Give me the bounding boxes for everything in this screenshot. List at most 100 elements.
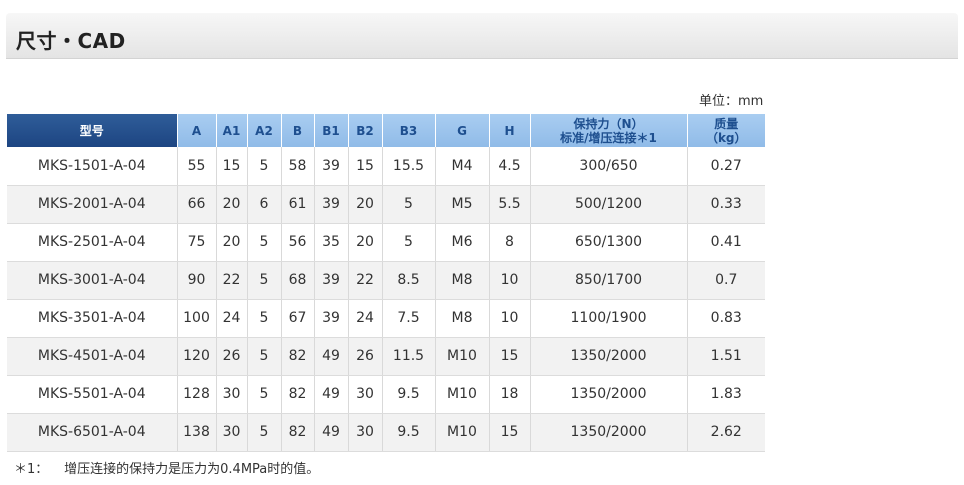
cell-b2: 30 xyxy=(348,413,383,452)
header-a1: A1 xyxy=(216,114,248,147)
cell-h: 8 xyxy=(489,223,531,262)
header-b1: B1 xyxy=(314,114,349,147)
cell-model: MKS-4501-A-04 xyxy=(7,337,178,376)
cell-b1: 49 xyxy=(314,337,349,376)
footnote-mark: ＊1： xyxy=(14,462,49,477)
cell-b1: 35 xyxy=(314,223,349,262)
table-row: MKS-4501-A-04 120 26 5 82 49 26 11.5 M10… xyxy=(7,337,765,376)
header-b3: B3 xyxy=(382,114,436,147)
cell-b3: 8.5 xyxy=(382,261,436,300)
header-force-line2: 标准/增压连接＊1 xyxy=(560,130,657,145)
header-b: B xyxy=(281,114,315,147)
table-header-row: 型号 A A1 A2 B B1 B2 B3 G H 保持力（N） 标准/增压连接… xyxy=(7,114,765,147)
cell-a: 128 xyxy=(177,375,217,414)
header-g: G xyxy=(435,114,490,147)
section-header: 尺寸・CAD xyxy=(6,13,958,59)
header-a2: A2 xyxy=(247,114,282,147)
cell-b: 82 xyxy=(281,337,315,376)
cell-b3: 5 xyxy=(382,185,436,224)
cell-a: 66 xyxy=(177,185,217,224)
cell-h: 4.5 xyxy=(489,147,531,186)
cell-a2: 5 xyxy=(247,147,282,186)
cell-a2: 5 xyxy=(247,337,282,376)
unit-label: 单位：mm xyxy=(699,94,764,109)
cell-a2: 5 xyxy=(247,223,282,262)
header-model: 型号 xyxy=(7,114,178,147)
cell-a1: 26 xyxy=(216,337,248,376)
cell-b: 68 xyxy=(281,261,315,300)
cell-h: 10 xyxy=(489,261,531,300)
cell-a1: 20 xyxy=(216,185,248,224)
cell-a1: 22 xyxy=(216,261,248,300)
cell-b3: 9.5 xyxy=(382,413,436,452)
cell-g: M6 xyxy=(435,223,490,262)
table-row: MKS-3001-A-04 90 22 5 68 39 22 8.5 M8 10… xyxy=(7,261,765,300)
cell-b2: 20 xyxy=(348,223,383,262)
cell-model: MKS-1501-A-04 xyxy=(7,147,178,186)
cell-force: 500/1200 xyxy=(530,185,688,224)
cell-force: 650/1300 xyxy=(530,223,688,262)
cell-force: 1350/2000 xyxy=(530,413,688,452)
cell-a: 75 xyxy=(177,223,217,262)
cell-g: M8 xyxy=(435,261,490,300)
cell-b: 82 xyxy=(281,413,315,452)
cell-b3: 7.5 xyxy=(382,299,436,338)
cell-b1: 39 xyxy=(314,147,349,186)
header-holding-force: 保持力（N） 标准/增压连接＊1 xyxy=(530,114,688,147)
table-row: MKS-5501-A-04 128 30 5 82 49 30 9.5 M10 … xyxy=(7,375,765,414)
cell-a1: 24 xyxy=(216,299,248,338)
cell-a: 90 xyxy=(177,261,217,300)
cell-force: 1350/2000 xyxy=(530,375,688,414)
cell-b2: 30 xyxy=(348,375,383,414)
cell-a1: 20 xyxy=(216,223,248,262)
cell-force: 1350/2000 xyxy=(530,337,688,376)
header-mass-line2: （kg） xyxy=(705,130,747,145)
cell-a: 138 xyxy=(177,413,217,452)
cell-b3: 9.5 xyxy=(382,375,436,414)
cell-h: 10 xyxy=(489,299,531,338)
cell-b1: 39 xyxy=(314,299,349,338)
footnote-text: 增压连接的保持力是压力为0.4MPa时的值。 xyxy=(64,462,320,477)
cell-h: 15 xyxy=(489,337,531,376)
cell-model: MKS-2501-A-04 xyxy=(7,223,178,262)
cell-b1: 49 xyxy=(314,413,349,452)
header-h: H xyxy=(489,114,531,147)
cell-mass: 0.41 xyxy=(687,223,765,262)
cell-mass: 1.83 xyxy=(687,375,765,414)
cell-h: 18 xyxy=(489,375,531,414)
table-row: MKS-2501-A-04 75 20 5 56 35 20 5 M6 8 65… xyxy=(7,223,765,262)
cell-force: 1100/1900 xyxy=(530,299,688,338)
cell-b1: 39 xyxy=(314,261,349,300)
cell-h: 5.5 xyxy=(489,185,531,224)
cell-a: 120 xyxy=(177,337,217,376)
cell-g: M10 xyxy=(435,337,490,376)
table-row: MKS-1501-A-04 55 15 5 58 39 15 15.5 M4 4… xyxy=(7,147,765,186)
cell-mass: 2.62 xyxy=(687,413,765,452)
cell-b2: 20 xyxy=(348,185,383,224)
cell-model: MKS-3001-A-04 xyxy=(7,261,178,300)
cell-g: M4 xyxy=(435,147,490,186)
cell-model: MKS-5501-A-04 xyxy=(7,375,178,414)
spec-table: 型号 A A1 A2 B B1 B2 B3 G H 保持力（N） 标准/增压连接… xyxy=(7,114,765,452)
header-mass-line1: 质量 xyxy=(714,116,739,131)
cell-mass: 0.83 xyxy=(687,299,765,338)
table-row: MKS-3501-A-04 100 24 5 67 39 24 7.5 M8 1… xyxy=(7,299,765,338)
header-b2: B2 xyxy=(348,114,383,147)
cell-b3: 15.5 xyxy=(382,147,436,186)
cell-b: 58 xyxy=(281,147,315,186)
cell-a2: 5 xyxy=(247,375,282,414)
cell-a1: 30 xyxy=(216,413,248,452)
cell-a1: 15 xyxy=(216,147,248,186)
cell-a2: 5 xyxy=(247,413,282,452)
cell-model: MKS-3501-A-04 xyxy=(7,299,178,338)
cell-b2: 26 xyxy=(348,337,383,376)
cell-b2: 24 xyxy=(348,299,383,338)
cell-a1: 30 xyxy=(216,375,248,414)
header-force-line1: 保持力（N） xyxy=(573,116,644,131)
cell-b3: 11.5 xyxy=(382,337,436,376)
cell-force: 850/1700 xyxy=(530,261,688,300)
cell-b: 56 xyxy=(281,223,315,262)
cell-a: 100 xyxy=(177,299,217,338)
cell-b2: 15 xyxy=(348,147,383,186)
cell-a2: 6 xyxy=(247,185,282,224)
